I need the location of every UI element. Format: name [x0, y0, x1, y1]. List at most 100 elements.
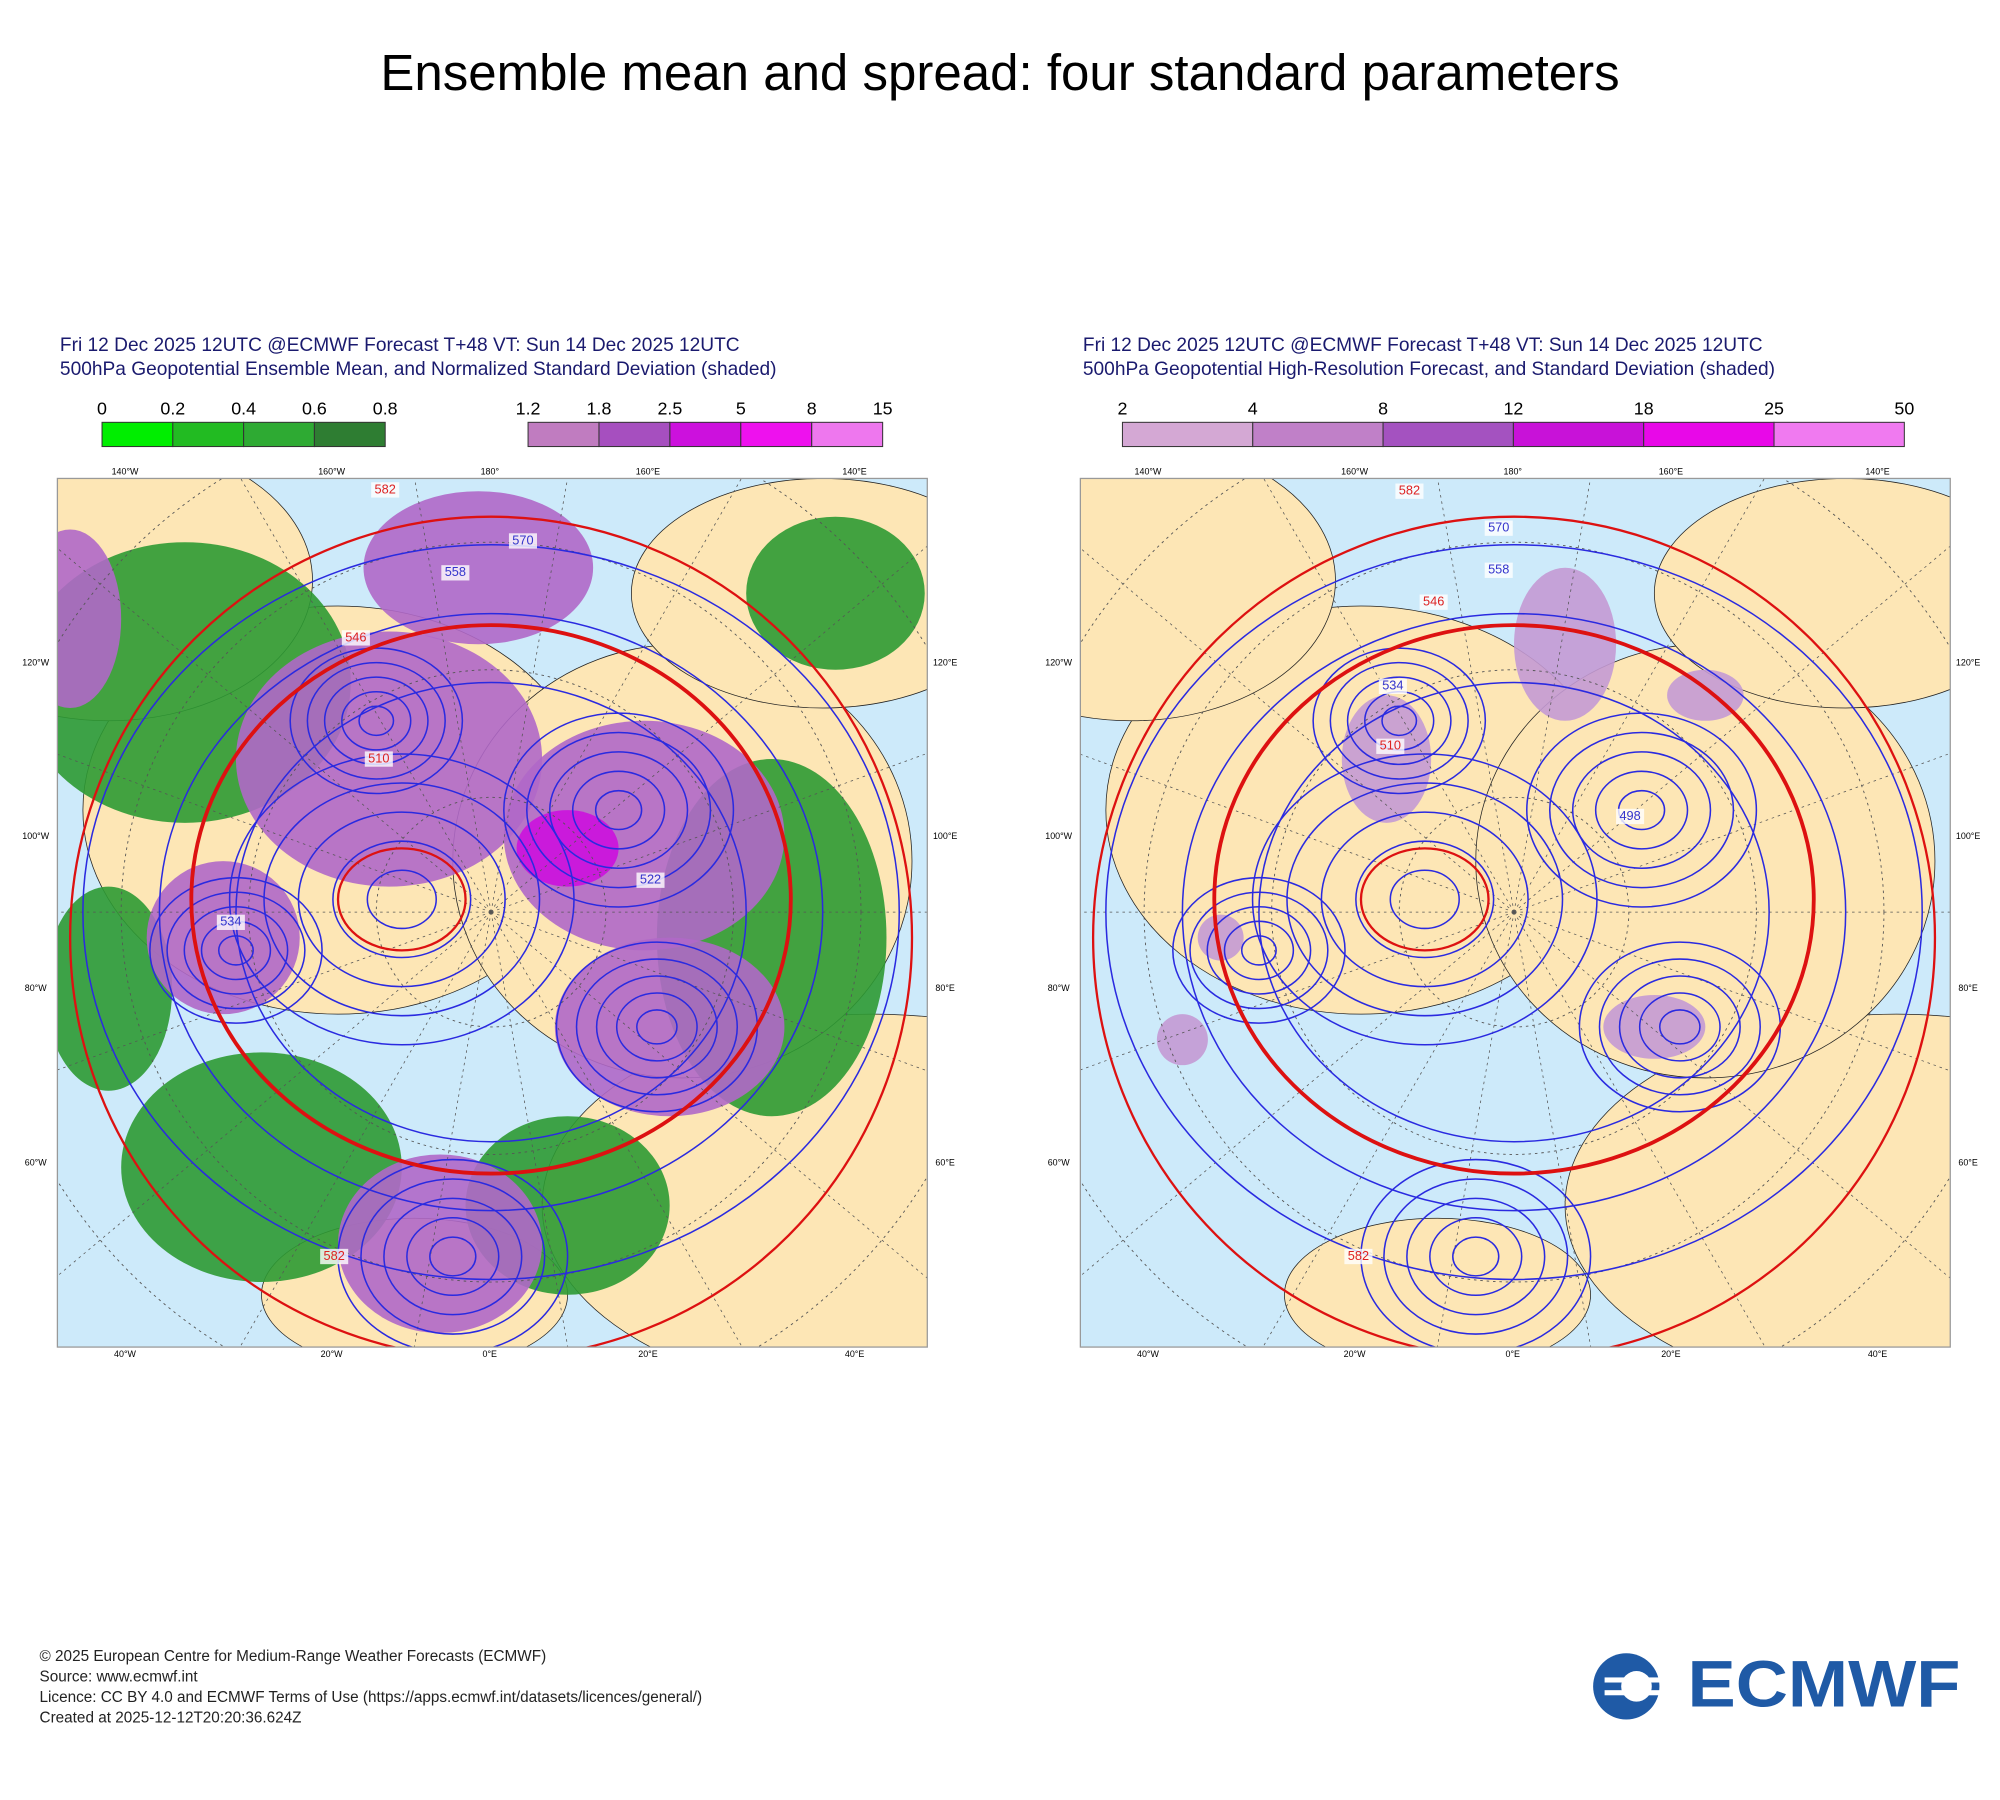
contour-red — [69, 515, 914, 1348]
panel-header: Fri 12 Dec 2025 12UTC @ECMWF Forecast T+… — [1083, 335, 1763, 356]
lon-label: 20°E — [638, 1349, 657, 1359]
shading — [363, 491, 594, 645]
contour-label-bg — [216, 914, 245, 930]
graticule — [57, 911, 492, 1071]
colorbar-band — [1512, 421, 1645, 448]
contour-label-bg — [1484, 562, 1513, 578]
graticule — [1513, 911, 1766, 1348]
colorbar-band — [1773, 421, 1905, 448]
contour — [1429, 1216, 1523, 1297]
graticule — [57, 911, 492, 1277]
lon-label: 60°W — [1048, 1158, 1070, 1168]
land — [1284, 1217, 1591, 1348]
colorbar-label: 0.8 — [373, 398, 398, 418]
contour — [1571, 751, 1712, 870]
lon-label: 100°W — [22, 831, 49, 841]
footer-line: Created at 2025-12-12T20:20:36.624Z — [40, 1709, 302, 1726]
lon-label: 40°W — [1137, 1349, 1159, 1359]
contour — [1452, 1236, 1500, 1277]
contour-label-bg — [1616, 808, 1645, 825]
contour — [548, 751, 689, 870]
colorbar-label: 8 — [807, 398, 817, 418]
lon-label: 120°E — [1956, 658, 1980, 668]
contour-label: 546 — [345, 629, 366, 644]
colorbar-band — [243, 421, 315, 448]
colorbar-band — [1121, 421, 1254, 448]
contour — [341, 690, 412, 751]
colorbar-label: 25 — [1764, 398, 1784, 418]
logo-text: ECMWF — [1688, 1647, 1961, 1721]
contour — [360, 1178, 546, 1335]
colorbar-band — [313, 421, 386, 448]
graticule — [490, 545, 928, 913]
map: 582 570 558 546 510 534 522 582 — [57, 478, 928, 1348]
contour — [1598, 958, 1761, 1096]
contour-label-bg — [636, 872, 665, 888]
lon-label: 100°E — [933, 831, 957, 841]
lon-label: 100°E — [1956, 831, 1980, 841]
contour — [1105, 544, 1923, 1281]
graticule — [1513, 911, 1951, 1279]
graticule — [1513, 478, 1765, 913]
lon-label: 80°W — [25, 983, 47, 993]
shading — [1667, 669, 1744, 721]
colorbar-label: 2 — [1117, 398, 1127, 418]
contour-label-bg — [1376, 738, 1405, 754]
colorbar-band — [740, 421, 813, 448]
contour — [429, 1236, 477, 1277]
lon-label: 0°E — [1506, 1349, 1521, 1359]
contour-label-bg — [1378, 678, 1407, 695]
contour — [406, 1216, 500, 1297]
contour — [615, 992, 698, 1062]
contour-label: 498 — [1619, 808, 1640, 823]
lon-label: 160°E — [636, 466, 660, 476]
contour-red — [1212, 623, 1816, 1176]
contour-label: 570 — [512, 532, 533, 547]
contour — [289, 647, 464, 795]
colorbar-label: 15 — [873, 398, 893, 418]
contour-label: 522 — [640, 872, 661, 887]
contour — [1406, 1197, 1546, 1316]
colorbar-band — [527, 421, 600, 448]
lon-label: 80°E — [1958, 983, 1977, 993]
colorbar-label: 12 — [1503, 398, 1523, 418]
lon-label: 120°W — [22, 658, 49, 668]
shading — [57, 529, 122, 709]
contour — [1548, 731, 1735, 889]
graticule — [239, 911, 492, 1348]
colorbar-label: 0.4 — [231, 398, 256, 418]
colorbar-label: 0.6 — [302, 398, 327, 418]
lon-label: 140°E — [842, 466, 866, 476]
contour — [366, 869, 437, 930]
lon-label: 140°W — [112, 466, 139, 476]
contour — [1181, 612, 1847, 1212]
colorbar-band — [101, 421, 174, 448]
contour-label: 558 — [1488, 562, 1509, 577]
logo-mark-inner — [1621, 1671, 1652, 1702]
colorbar-label: 18 — [1634, 398, 1654, 418]
contour-label-bg — [364, 751, 393, 767]
page-title: Ensemble mean and spread: four standard … — [380, 44, 1619, 101]
contour-label-bg — [1419, 594, 1448, 610]
land — [1564, 1013, 1951, 1348]
contour-red — [189, 623, 793, 1176]
shading — [1603, 995, 1706, 1059]
panel-header: Fri 12 Dec 2025 12UTC @ECMWF Forecast T+… — [60, 335, 740, 356]
graticule — [57, 547, 492, 913]
lon-label: 80°W — [1048, 983, 1070, 993]
map-frame — [56, 477, 928, 1348]
lon-label: 40°E — [845, 1349, 864, 1359]
contour — [332, 840, 472, 959]
shading — [746, 516, 925, 670]
lon-label: 40°W — [114, 1349, 136, 1359]
contour — [149, 876, 323, 1024]
contour-red — [1092, 515, 1936, 1348]
lon-label: 20°W — [1344, 1349, 1366, 1359]
contour — [1618, 975, 1741, 1079]
contour-label-bg — [320, 1248, 349, 1265]
contour-label-bg — [508, 533, 537, 549]
contour-label: 582 — [1348, 1248, 1369, 1263]
lon-label: 180° — [481, 466, 500, 476]
contour — [575, 958, 739, 1096]
contour — [594, 789, 643, 831]
